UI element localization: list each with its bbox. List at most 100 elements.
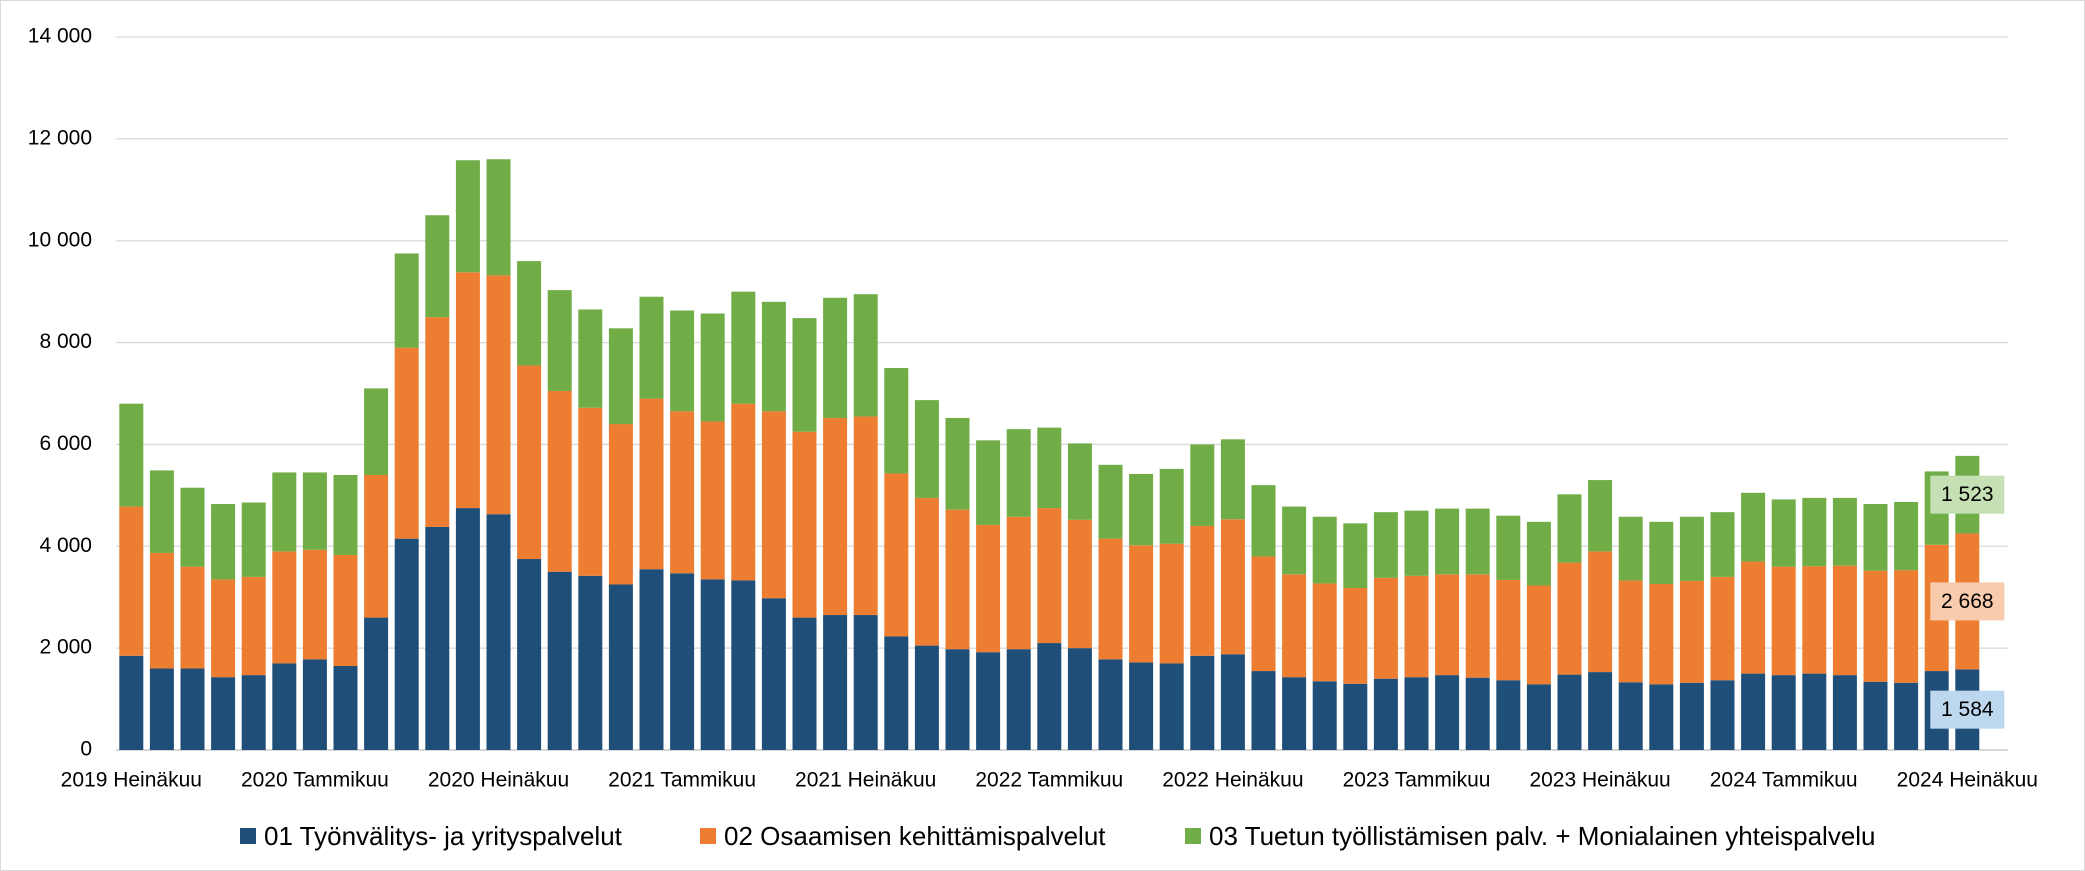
bar-segment <box>700 421 725 580</box>
bar-segment <box>1894 501 1919 571</box>
bar-segment <box>241 675 266 750</box>
bar-segment <box>1710 576 1735 681</box>
bar-segment <box>1129 662 1154 750</box>
bar-segment <box>1894 570 1919 683</box>
x-tick-label: 2022 Heinäkuu <box>1162 769 1303 792</box>
bar-segment <box>1465 574 1490 678</box>
bar-segment <box>914 400 939 498</box>
bar-segment <box>394 347 419 539</box>
data-label-box <box>1930 582 2005 621</box>
bar-segment <box>1618 516 1643 581</box>
y-tick-label: 6 000 <box>39 432 92 455</box>
bar-segment <box>1190 444 1215 526</box>
bar-segment <box>1373 577 1398 679</box>
bar-segment <box>1098 659 1123 750</box>
bar-segment <box>1190 655 1215 750</box>
bar-segment <box>333 554 358 666</box>
bar-segment <box>1557 674 1582 750</box>
bar-segment <box>976 652 1001 750</box>
bar-segment <box>1557 494 1582 563</box>
bar-segment <box>394 253 419 348</box>
bar-segment <box>1404 677 1429 750</box>
bar-segment <box>639 398 664 570</box>
bar-segment <box>1649 521 1674 584</box>
bar-segment <box>608 424 633 585</box>
bar-segment <box>1067 443 1092 520</box>
bar-segment <box>1710 680 1735 750</box>
bar-segment <box>670 573 695 750</box>
bar-segment <box>486 275 511 515</box>
bar-segment <box>364 474 389 618</box>
bar-segment <box>1802 566 1827 674</box>
bar-segment <box>1526 684 1551 750</box>
y-tick-label: 4 000 <box>39 534 92 557</box>
bar-segment <box>731 291 756 404</box>
bar-segment <box>1557 562 1582 675</box>
bar-segment <box>761 411 786 599</box>
bar-segment <box>1037 427 1062 509</box>
bar-segment <box>884 636 909 750</box>
y-tick-label: 10 000 <box>28 228 92 251</box>
bar-segment <box>1251 485 1276 557</box>
bar-segment <box>211 677 236 750</box>
bar-segment <box>1159 663 1184 750</box>
bar-segment <box>1343 588 1368 684</box>
bar-segment <box>1618 580 1643 683</box>
bar-segment <box>639 569 664 750</box>
bar-segment <box>364 388 389 475</box>
bar-segment <box>1312 516 1337 584</box>
data-label: 1 584 <box>1941 698 1994 721</box>
y-tick-label: 8 000 <box>39 330 92 353</box>
bar-segment <box>1282 574 1307 678</box>
bar-segment <box>1098 538 1123 660</box>
x-tick-label: 2020 Heinäkuu <box>428 769 569 792</box>
bar-segment <box>608 584 633 750</box>
bar-segment <box>1404 575 1429 678</box>
bar-segment <box>486 159 511 276</box>
x-tick-label: 2021 Heinäkuu <box>795 769 936 792</box>
bar-segment <box>302 472 327 550</box>
bar-segment <box>1741 492 1766 562</box>
bar-segment <box>302 549 327 660</box>
bar-segment <box>823 417 848 616</box>
legend-text: 01 Työnvälitys- ja yrityspalvelut <box>264 821 623 851</box>
bar-segment <box>1710 512 1735 577</box>
bar-segment <box>731 580 756 750</box>
bar-segment <box>1465 677 1490 750</box>
bar-segment <box>517 559 542 750</box>
bar-segment <box>1006 516 1031 650</box>
x-tick-label: 2023 Tammikuu <box>1343 769 1491 792</box>
bar-segment <box>853 294 878 417</box>
bar-segment <box>1435 508 1460 575</box>
bar-segment <box>272 551 297 664</box>
bar-segment <box>976 524 1001 653</box>
bar-segment <box>149 470 174 553</box>
bar-segment <box>333 474 358 555</box>
bar-segment <box>1129 545 1154 663</box>
bar-segment <box>1863 681 1888 750</box>
bar-segment <box>272 663 297 750</box>
bar-segment <box>823 615 848 750</box>
bar-segment <box>425 215 450 318</box>
bar-segment <box>1251 556 1276 672</box>
bar-segment <box>853 416 878 616</box>
bar-segment <box>1129 473 1154 546</box>
bar-segment <box>180 566 205 669</box>
bar-segment <box>1588 480 1613 552</box>
bar-segment <box>1802 673 1827 750</box>
bar-segment <box>1159 468 1184 544</box>
bar-segment <box>1496 515 1521 580</box>
bar-segment <box>1312 583 1337 682</box>
bar-segment <box>1465 508 1490 575</box>
bar-segment <box>211 504 236 580</box>
x-tick-label: 2024 Heinäkuu <box>1897 769 2038 792</box>
bar-segment <box>241 502 266 577</box>
bar-segment <box>547 290 572 391</box>
bar-segment <box>1067 648 1092 750</box>
bar-segment <box>1802 497 1827 567</box>
bar-segment <box>211 579 236 678</box>
bar-segment <box>1496 680 1521 750</box>
bar-segment <box>1098 464 1123 539</box>
bar-segment <box>547 390 572 572</box>
